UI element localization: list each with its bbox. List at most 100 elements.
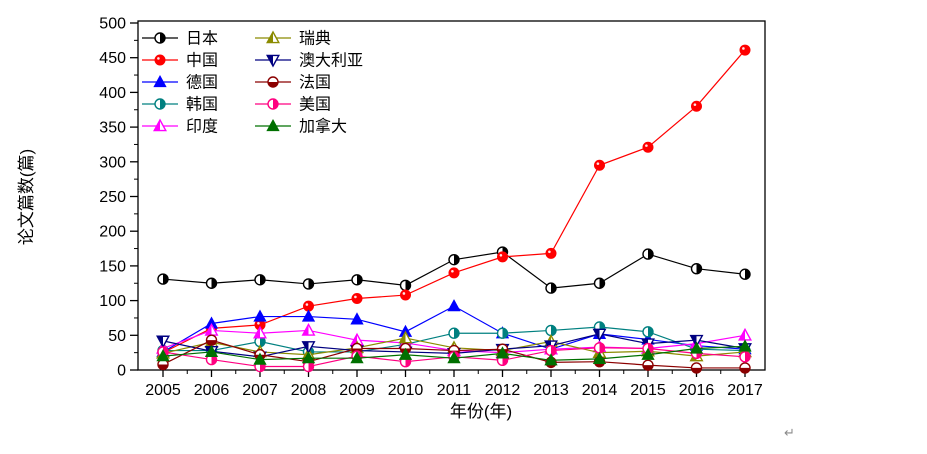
svg-text:2007: 2007 — [242, 382, 278, 399]
svg-text:2008: 2008 — [291, 382, 327, 399]
data-point-marker — [544, 353, 558, 366]
legend-label: 日本 — [186, 30, 218, 48]
legend-item-加拿大: 加拿大 — [255, 117, 347, 136]
svg-text:2011: 2011 — [437, 382, 472, 399]
legend-item-日本: 日本 — [142, 30, 218, 48]
data-point-marker — [448, 327, 460, 339]
data-point-marker — [497, 251, 508, 263]
data-point-marker — [641, 347, 655, 360]
data-point-marker — [545, 282, 557, 294]
series-lines — [156, 44, 752, 374]
legend-label: 加拿大 — [299, 117, 347, 136]
svg-text:2014: 2014 — [582, 382, 618, 399]
legend-item-韩国: 韩国 — [142, 96, 218, 114]
x-axis: 2005 2006 2007 2008 2009 2010 2011 2012 2013 2014… — [145, 370, 763, 399]
svg-text:2015: 2015 — [630, 382, 666, 399]
data-point-marker — [545, 324, 557, 337]
legend-item-澳大利亚: 澳大利亚 — [255, 52, 363, 70]
legend-item-美国: 美国 — [255, 96, 331, 114]
data-point-marker — [351, 274, 363, 286]
data-point-marker — [301, 341, 316, 354]
data-point-marker — [496, 327, 509, 339]
data-point-marker — [254, 319, 266, 331]
svg-text:200: 200 — [99, 224, 126, 241]
svg-text:0: 0 — [117, 363, 126, 380]
data-point-marker — [739, 44, 751, 56]
svg-text:250: 250 — [99, 189, 126, 206]
series-中国 — [157, 44, 751, 359]
svg-text:2006: 2006 — [194, 382, 230, 399]
data-point-marker — [690, 362, 703, 374]
data-point-marker — [642, 141, 654, 153]
data-point-marker — [594, 159, 605, 171]
svg-text:2017: 2017 — [727, 382, 763, 399]
svg-text:2012: 2012 — [485, 382, 521, 399]
data-point-marker — [690, 262, 703, 275]
data-point-marker — [205, 334, 218, 346]
legend-item-瑞典: 瑞典 — [255, 30, 331, 48]
data-point-marker — [545, 247, 557, 259]
legend-label: 美国 — [299, 96, 331, 114]
y-axis: 0 50 100 150 200 250 300 350 400 450 500 — [99, 16, 138, 380]
data-point-marker — [156, 349, 170, 362]
data-point-marker — [350, 351, 364, 364]
legend-item-法国: 法国 — [255, 74, 331, 92]
data-point-marker — [738, 339, 752, 352]
data-point-marker — [154, 54, 166, 66]
data-point-marker — [254, 274, 266, 286]
data-point-marker — [302, 278, 315, 290]
svg-text:50: 50 — [108, 328, 126, 345]
svg-text:450: 450 — [99, 50, 126, 67]
data-point-marker — [350, 312, 364, 325]
data-point-marker — [253, 309, 267, 322]
data-point-marker — [204, 344, 219, 358]
data-point-marker — [153, 74, 167, 88]
legend-label: 瑞典 — [299, 30, 331, 48]
data-point-marker — [351, 293, 363, 305]
data-point-marker — [266, 118, 280, 132]
data-point-marker — [689, 334, 704, 348]
data-point-marker — [267, 98, 279, 110]
data-point-marker — [154, 32, 166, 44]
data-point-marker — [205, 277, 218, 289]
legend-label: 印度 — [186, 118, 218, 136]
data-point-marker — [157, 273, 169, 285]
svg-text:2013: 2013 — [533, 382, 569, 399]
data-point-marker — [301, 309, 316, 322]
svg-text:2010: 2010 — [388, 382, 424, 399]
data-point-marker — [301, 322, 316, 336]
svg-text:100: 100 — [99, 293, 126, 310]
data-point-marker — [495, 346, 510, 359]
data-point-marker — [739, 268, 751, 280]
series-日本 — [157, 246, 751, 294]
data-point-marker — [153, 118, 167, 132]
svg-text:2016: 2016 — [679, 382, 715, 399]
data-point-marker — [691, 100, 702, 112]
data-point-marker — [205, 353, 218, 366]
svg-text:150: 150 — [99, 258, 126, 275]
legend-label: 德国 — [186, 74, 218, 92]
legend-label: 韩国 — [186, 96, 218, 114]
legend-label: 中国 — [186, 52, 218, 70]
data-point-marker — [301, 351, 316, 364]
legend-label: 澳大利亚 — [299, 52, 363, 70]
data-point-marker — [447, 299, 461, 312]
data-point-marker — [400, 289, 411, 301]
data-point-marker — [154, 98, 166, 110]
series-加拿大 — [156, 339, 752, 366]
legend-label: 法国 — [299, 74, 331, 92]
data-point-marker — [399, 279, 412, 292]
data-point-marker — [253, 325, 267, 339]
data-point-marker — [253, 352, 267, 365]
data-point-marker — [398, 347, 413, 360]
paragraph-return-icon: ↵ — [784, 425, 795, 440]
legend-item-印度: 印度 — [142, 118, 218, 136]
data-point-marker — [592, 351, 607, 364]
plot-frame — [137, 20, 766, 371]
data-point-marker — [593, 342, 606, 354]
svg-text:350: 350 — [99, 120, 126, 137]
svg-text:2009: 2009 — [339, 382, 375, 399]
